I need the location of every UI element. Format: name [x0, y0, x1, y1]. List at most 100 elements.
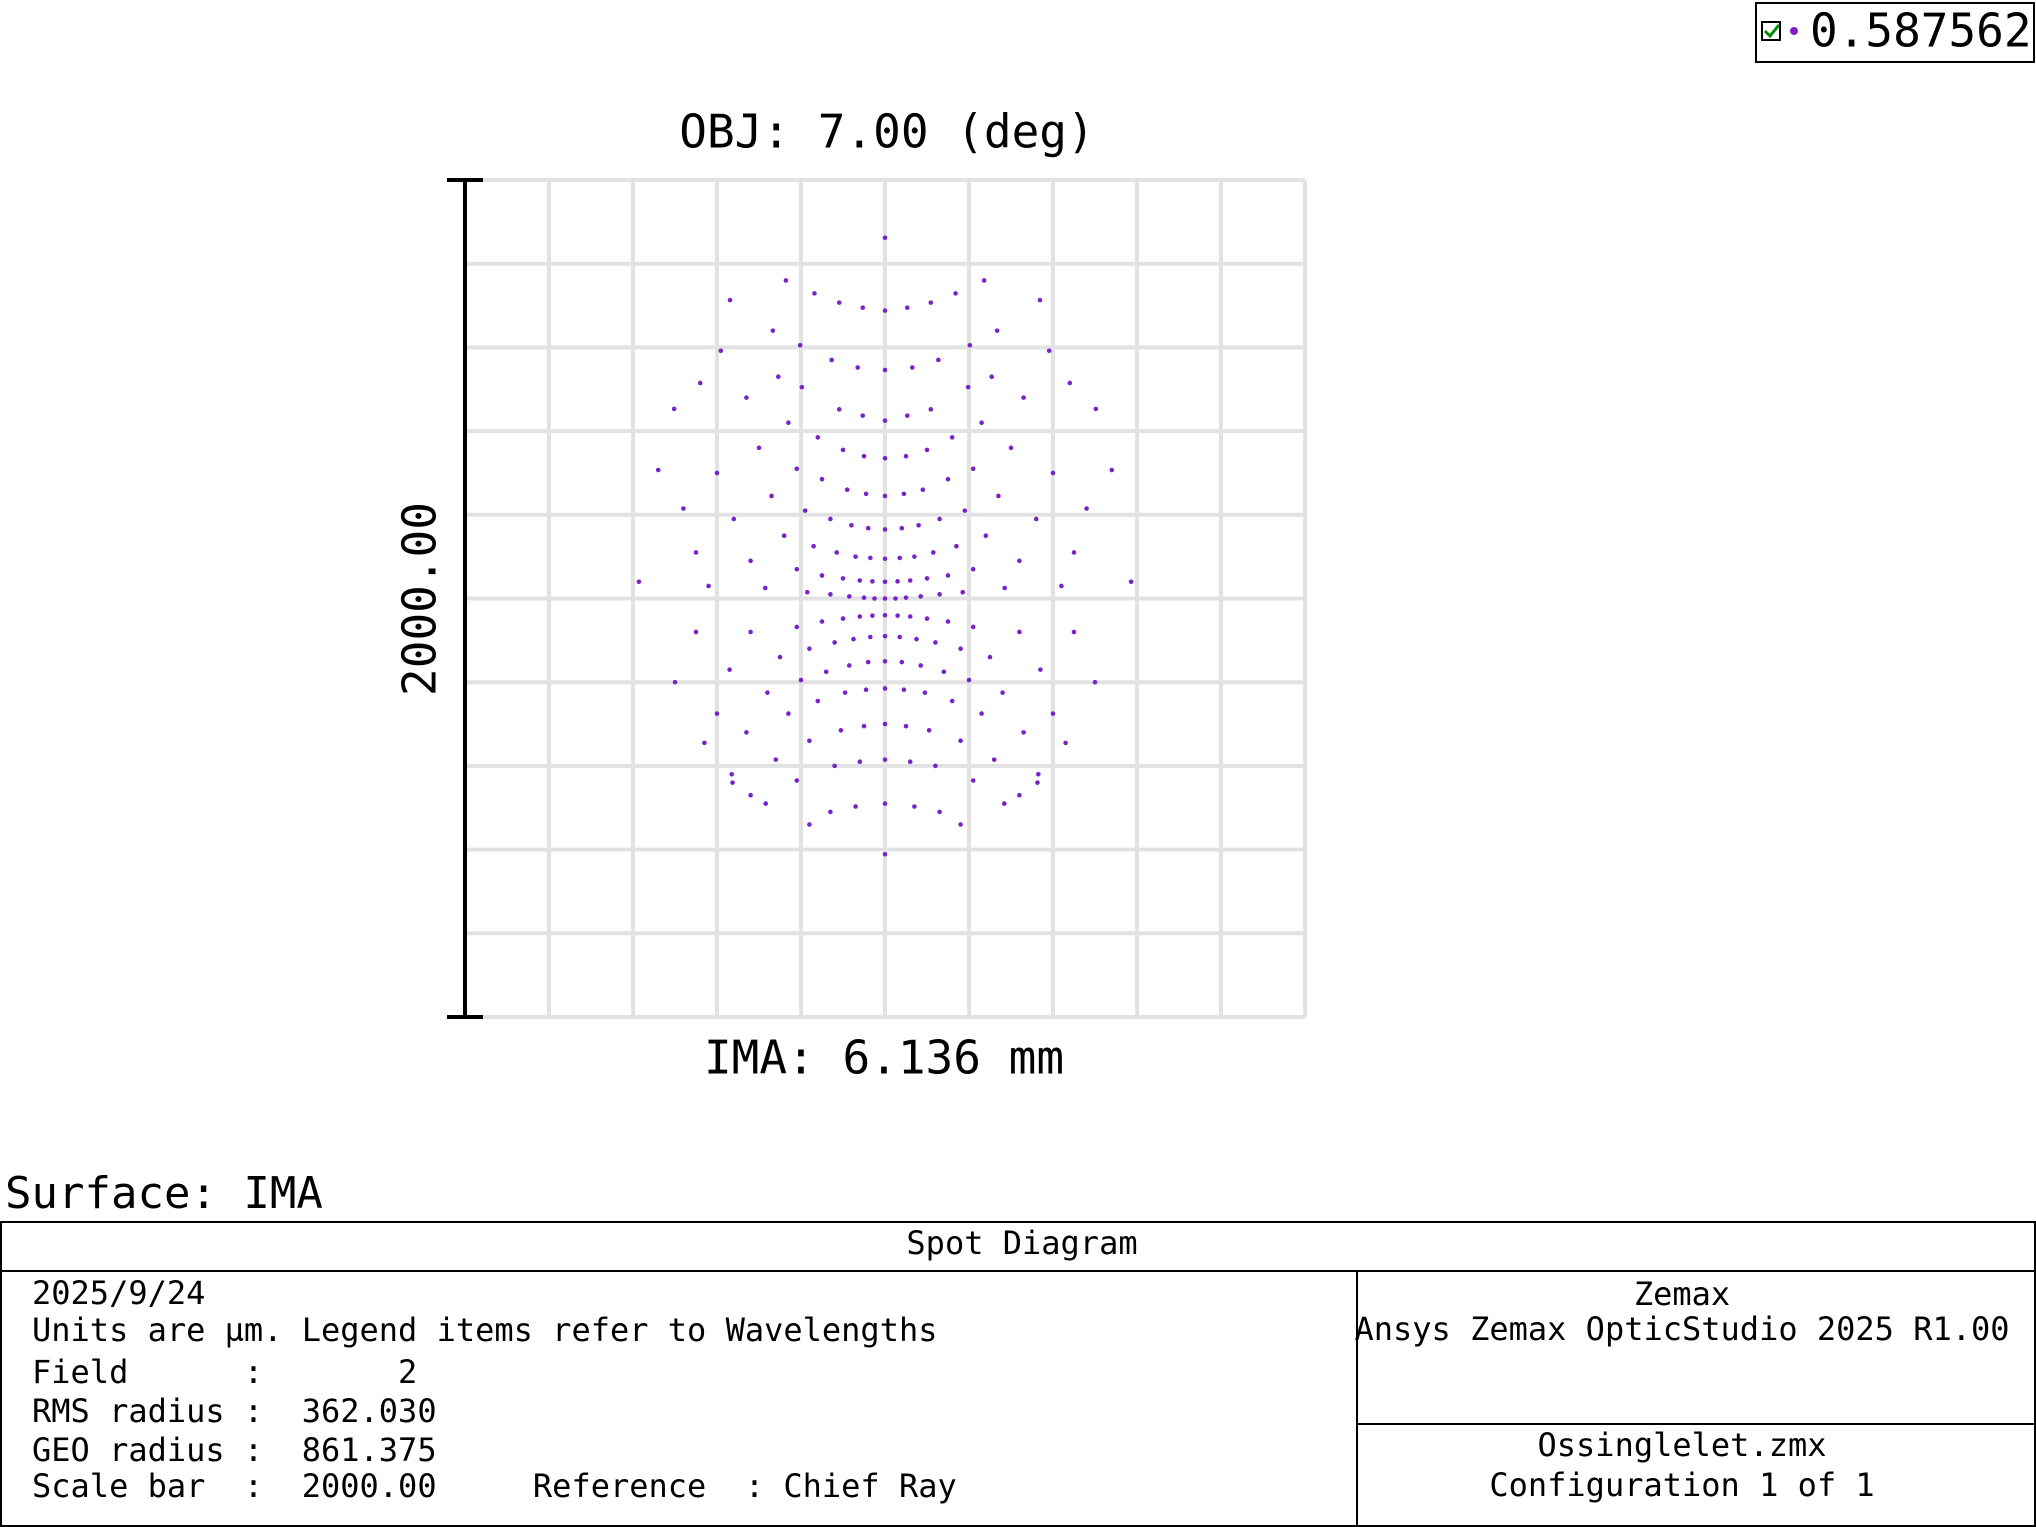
spot-point — [981, 278, 987, 283]
spot-point — [744, 730, 749, 735]
spot-point — [1017, 629, 1022, 635]
spot-point — [838, 728, 844, 733]
spot-point — [912, 554, 917, 559]
spot-point — [994, 328, 1000, 333]
spot-point — [832, 763, 837, 769]
spot-point — [899, 525, 905, 531]
spot-point — [1001, 801, 1007, 806]
spot-point — [882, 418, 888, 423]
info-line: GEO radius : 861.375 — [32, 1431, 437, 1469]
spot-point — [882, 658, 888, 664]
spot-point — [912, 804, 917, 809]
spot-point — [949, 435, 955, 440]
spot-point — [1109, 467, 1115, 473]
spot-point — [744, 395, 749, 400]
spot-point — [937, 809, 942, 815]
spot-point — [928, 407, 934, 412]
spot-point — [681, 506, 686, 511]
spot-point — [834, 550, 839, 555]
spot-point — [897, 555, 902, 561]
spot-point — [970, 778, 976, 783]
spot-point — [840, 616, 846, 621]
spot-point — [863, 687, 869, 693]
product: Ansys Zemax OpticStudio 2025 R1.00 — [1354, 1310, 2009, 1348]
spot-point — [1036, 771, 1041, 777]
spot-point — [636, 579, 642, 585]
info-line: Field : 2 — [32, 1353, 417, 1391]
spot-point — [895, 579, 900, 584]
spot-point — [882, 579, 888, 585]
spot-point — [954, 543, 959, 549]
spot-point — [842, 690, 848, 695]
plot-area — [447, 178, 1307, 1019]
spot-point — [979, 420, 984, 426]
spot-point — [847, 594, 852, 599]
spot-point — [756, 445, 762, 451]
spot-point — [860, 305, 866, 310]
spot-point — [1067, 380, 1073, 386]
spot-point — [1021, 730, 1026, 735]
spot-point — [828, 809, 833, 815]
spot-point — [924, 576, 930, 581]
spot-point — [987, 654, 993, 660]
spot-point — [1008, 445, 1014, 451]
spot-point — [857, 759, 863, 765]
spot-point — [882, 493, 888, 499]
spot-point — [844, 487, 850, 492]
spot-point — [882, 633, 888, 639]
spot-point — [693, 629, 699, 635]
legend-checkbox[interactable] — [1761, 21, 1781, 41]
info-line: RMS radius : 362.030 — [32, 1392, 437, 1430]
spot-point — [770, 328, 776, 333]
spot-point — [836, 407, 842, 412]
chart-title: OBJ: 7.00 (deg) — [679, 105, 1094, 159]
spot-point — [861, 723, 867, 729]
spot-point — [714, 711, 720, 716]
spot-point — [958, 822, 963, 827]
spot-point — [847, 663, 852, 668]
spot-point — [828, 516, 833, 522]
spot-point — [922, 690, 928, 695]
x-axis-label: IMA: 6.136 mm — [704, 1031, 1064, 1085]
spot-point — [853, 804, 858, 809]
spot-point — [794, 466, 800, 472]
footer-title: Spot Diagram — [906, 1224, 1137, 1262]
spot-point — [970, 466, 976, 472]
spot-point — [960, 589, 965, 595]
spot-point — [958, 646, 963, 652]
spot-point — [945, 619, 951, 624]
spot-point — [798, 677, 804, 683]
spot-point — [1002, 585, 1007, 591]
spot-point — [783, 278, 789, 283]
spot-point — [849, 522, 854, 528]
spot-point — [918, 663, 923, 668]
spot-point — [786, 420, 791, 426]
spot-point — [1038, 667, 1043, 672]
spot-point — [861, 453, 867, 459]
spot-point — [1000, 690, 1005, 695]
spot-point — [819, 476, 825, 482]
spot-point — [967, 343, 973, 348]
spot-point — [1071, 550, 1077, 555]
spot-point — [910, 365, 915, 370]
spot-point — [882, 721, 888, 727]
spot-point — [872, 596, 877, 601]
spot-point — [748, 792, 753, 798]
spot-point — [812, 291, 817, 296]
spot-point — [979, 711, 984, 716]
spot-point — [706, 583, 711, 589]
spot-point — [819, 573, 825, 578]
spot-point — [882, 596, 888, 601]
spot-point — [1017, 558, 1022, 564]
spot-point — [882, 367, 888, 373]
spot-point — [924, 447, 930, 453]
spot-point — [882, 235, 888, 241]
file-name: Ossinglelet.zmx — [1538, 1426, 1827, 1464]
spot-point — [727, 667, 732, 672]
spot-point — [860, 413, 866, 418]
spot-point — [851, 636, 856, 642]
spot-point — [781, 533, 787, 539]
spot-point — [904, 305, 910, 310]
spot-point — [916, 522, 921, 528]
